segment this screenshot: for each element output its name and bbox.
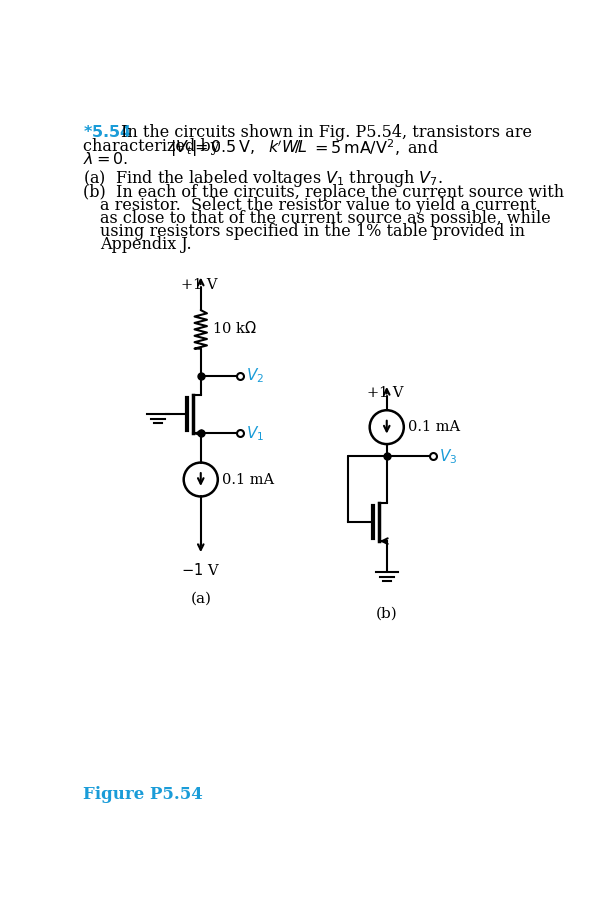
Text: $V_3$: $V_3$ [440, 447, 458, 465]
Text: (a): (a) [190, 591, 211, 605]
Text: $|V_t|$: $|V_t|$ [169, 137, 196, 158]
Text: +1 V: +1 V [181, 278, 217, 292]
Text: (b)  In each of the circuits, replace the current source with: (b) In each of the circuits, replace the… [83, 184, 564, 201]
Text: $= 5\,\mathrm{mA/V^2},$ and: $= 5\,\mathrm{mA/V^2},$ and [311, 137, 438, 158]
Text: +1 V: +1 V [367, 386, 403, 399]
Text: characterized by: characterized by [83, 137, 230, 155]
Text: $V_2$: $V_2$ [246, 366, 264, 385]
Text: Appendix J.: Appendix J. [100, 236, 192, 253]
Text: 0.1 mA: 0.1 mA [408, 420, 460, 434]
Text: $V_1$: $V_1$ [246, 424, 264, 442]
Text: Figure P5.54: Figure P5.54 [83, 786, 203, 803]
Text: $\bf{*5.54}$: $\bf{*5.54}$ [83, 124, 132, 141]
Text: as close to that of the current source as possible, while: as close to that of the current source a… [100, 210, 551, 227]
Text: (b): (b) [376, 606, 398, 620]
Text: (a)  Find the labeled voltages $V_1$ through $V_7$.: (a) Find the labeled voltages $V_1$ thro… [83, 169, 443, 190]
Text: In the circuits shown in Fig. P5.54, transistors are: In the circuits shown in Fig. P5.54, tra… [121, 124, 532, 141]
Text: $= 0.5\,\mathrm{V},\ \ k{^\prime}W\!/\!L$: $= 0.5\,\mathrm{V},\ \ k{^\prime}W\!/\!L… [192, 137, 308, 157]
Text: $-1$ V: $-1$ V [181, 562, 220, 578]
Text: a resistor.  Select the resistor value to yield a current: a resistor. Select the resistor value to… [100, 197, 537, 214]
Text: 0.1 mA: 0.1 mA [222, 473, 274, 486]
Text: using resistors specified in the 1% table provided in: using resistors specified in the 1% tabl… [100, 224, 525, 240]
Text: 10 k$\Omega$: 10 k$\Omega$ [212, 320, 256, 336]
Text: $\lambda = 0.$: $\lambda = 0.$ [83, 151, 128, 169]
